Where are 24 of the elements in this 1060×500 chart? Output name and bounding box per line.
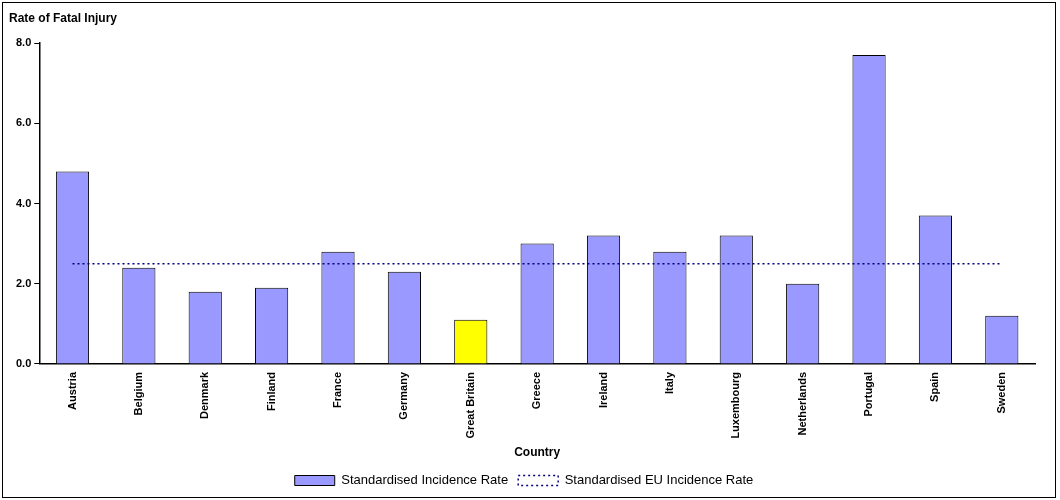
x-tick-label: Netherlands — [795, 371, 808, 436]
x-tick-label: Spain — [928, 371, 941, 402]
x-tick-label: Italy — [662, 371, 675, 394]
x-tick-label: Portugal — [862, 371, 875, 417]
legend-label: Standardised EU Incidence Rate — [564, 472, 754, 488]
x-tick-label: France — [331, 371, 344, 409]
x-tick-label: Greece — [530, 371, 543, 410]
y-tick-label: 0.0 — [15, 357, 32, 369]
x-tick-label: Austria — [65, 371, 78, 410]
legend-label: Standardised Incidence Rate — [341, 472, 509, 488]
y-tick-label: 8.0 — [15, 36, 32, 49]
x-tick-label: Germany — [397, 371, 410, 420]
x-tick-label: Belgium — [131, 371, 144, 416]
y-tick-label: 4.0 — [15, 196, 32, 209]
x-tick-label: Finland — [264, 371, 277, 412]
x-tick-label: Denmark — [198, 371, 211, 420]
y-axis-title: Rate of Fatal Injury — [9, 11, 118, 26]
y-tick-label: 6.0 — [15, 116, 32, 129]
x-tick-label: Great Britain — [463, 371, 476, 439]
y-tick-label: 2.0 — [15, 276, 32, 289]
x-tick-label: Sweden — [994, 371, 1007, 414]
x-tick-label: Ireland — [596, 371, 609, 409]
x-tick-label: Luxembourg — [729, 371, 742, 439]
x-axis-title: Country — [514, 445, 561, 460]
